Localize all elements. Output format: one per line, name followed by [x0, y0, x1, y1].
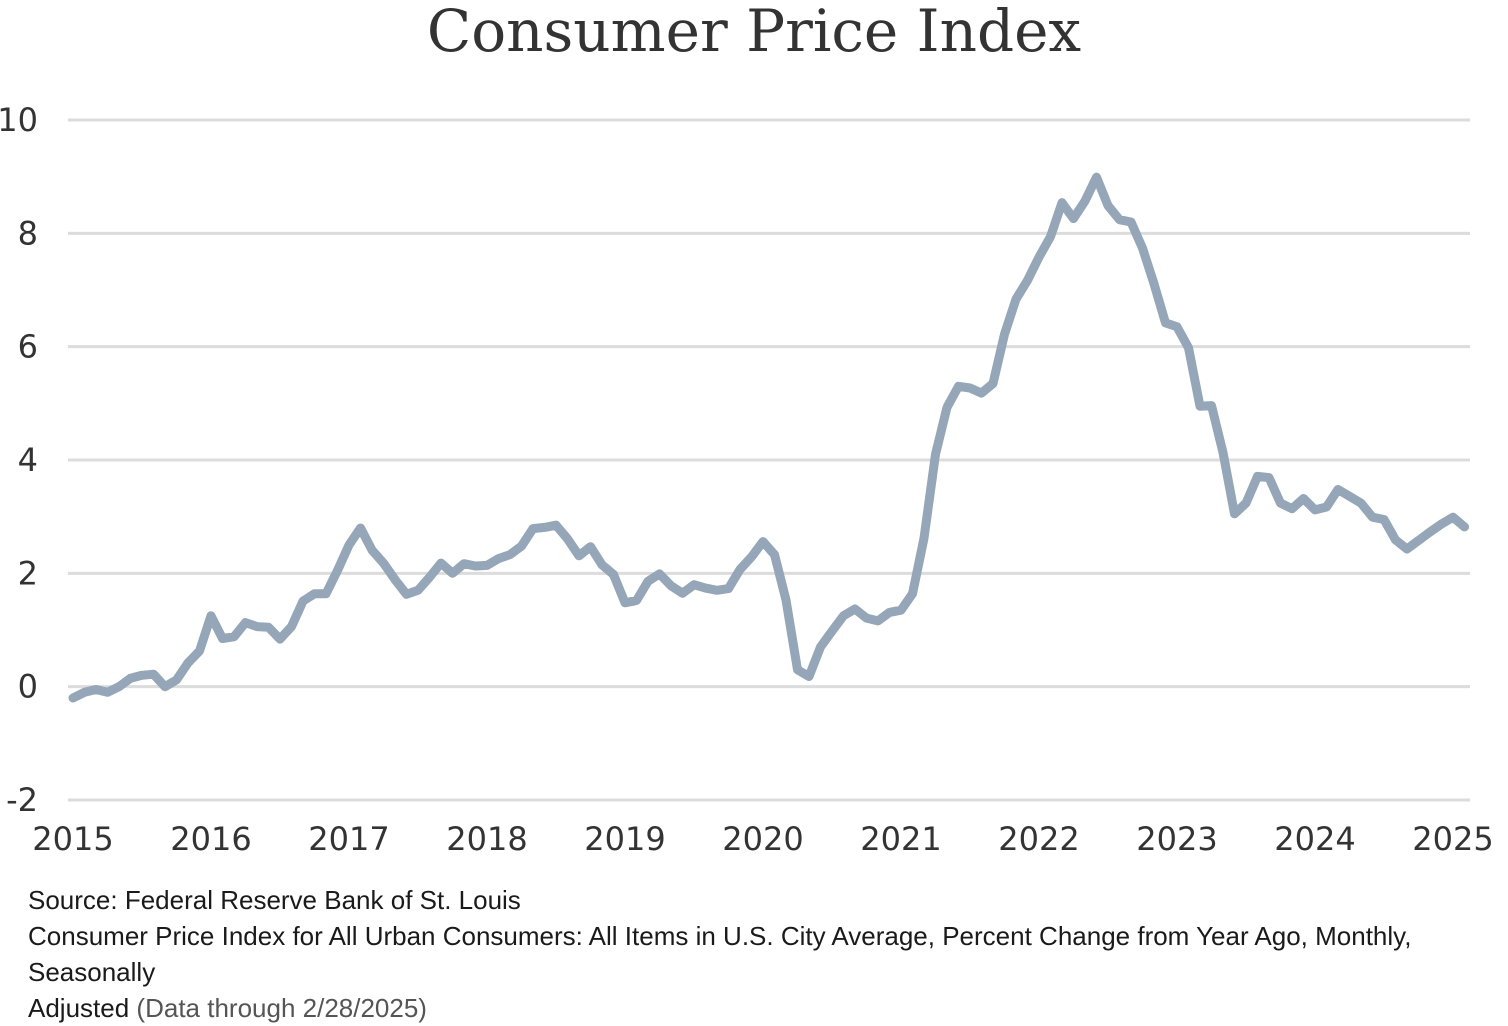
description-line-2: Adjusted (Data through 2/28/2025)	[28, 990, 1498, 1026]
x-tick-label: 2016	[170, 820, 251, 858]
x-tick-label: 2017	[308, 820, 389, 858]
x-tick-label: 2025	[1412, 820, 1493, 858]
y-tick-label: -2	[6, 781, 38, 819]
y-tick-label: 0	[18, 668, 38, 706]
y-tick-label: 2	[18, 554, 38, 592]
x-tick-label: 2023	[1136, 820, 1217, 858]
x-axis-ticks: 2015 2016 2017 2018 2019 2020 2021 2022 2023 2024…	[32, 820, 1493, 858]
y-axis-ticks: 10 8 6 4 2 0 -2	[0, 101, 38, 819]
series-line-cpi	[68, 172, 1469, 703]
y-tick-label: 8	[18, 214, 38, 252]
description-line: Consumer Price Index for All Urban Consu…	[28, 921, 1412, 987]
x-tick-label: 2020	[722, 820, 803, 858]
y-tick-label: 10	[0, 101, 38, 139]
chart-footnote: Source: Federal Reserve Bank of St. Loui…	[28, 882, 1498, 1026]
x-tick-label: 2022	[998, 820, 1079, 858]
y-tick-label: 4	[18, 441, 38, 479]
x-tick-label: 2018	[446, 820, 527, 858]
x-tick-label: 2019	[584, 820, 665, 858]
x-tick-label: 2015	[32, 820, 113, 858]
source-line: Source: Federal Reserve Bank of St. Loui…	[28, 885, 521, 915]
gridlines	[68, 118, 1470, 802]
y-tick-label: 6	[18, 328, 38, 366]
x-tick-label: 2021	[860, 820, 941, 858]
chart-title: Consumer Price Index	[426, 0, 1082, 65]
x-tick-label: 2024	[1274, 820, 1355, 858]
series-group	[68, 172, 1469, 703]
